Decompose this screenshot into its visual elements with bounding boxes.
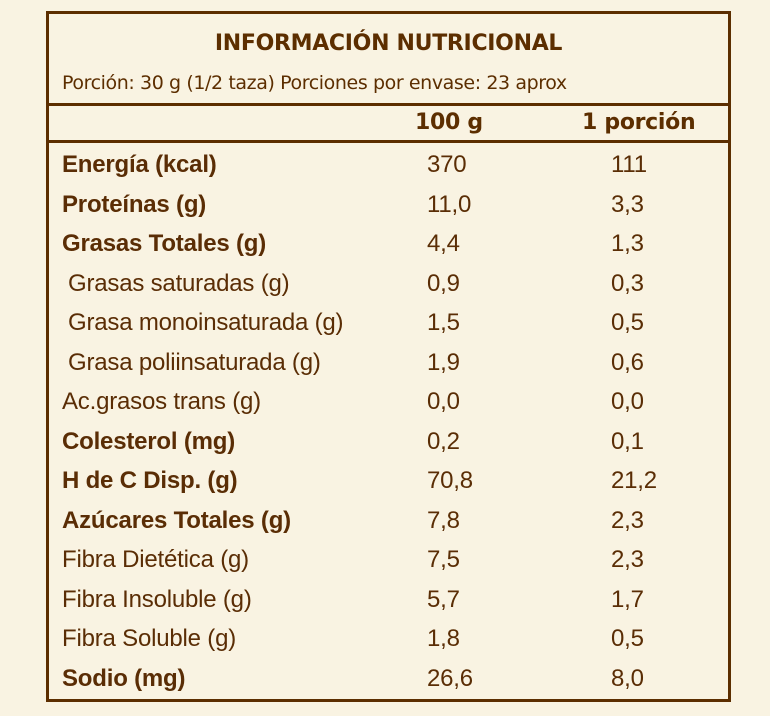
- table-row: Grasas Totales (g) 4,4 1,3: [49, 225, 728, 265]
- nutrient-name: Grasas Totales (g): [62, 230, 267, 257]
- value-per-serving: 111: [611, 151, 647, 178]
- table-row: Fibra Dietética (g) 7,5 2,3: [49, 541, 728, 581]
- column-header-100g: 100 g: [415, 110, 483, 135]
- nutrient-name: Ac.grasos trans (g): [62, 388, 261, 415]
- value-per-serving: 8,0: [611, 664, 644, 692]
- nutrient-name: Grasa monoinsaturada (g): [68, 309, 344, 336]
- value-per-serving: 0,6: [611, 348, 644, 376]
- value-per-serving: 1,7: [611, 585, 644, 613]
- value-per-serving: 2,3: [611, 506, 644, 534]
- value-per-serving: 0,5: [611, 309, 644, 336]
- value-per-serving: 1,3: [611, 230, 644, 257]
- table-row: Grasas saturadas (g) 0,9 0,3: [49, 265, 728, 305]
- value-per-100g: 26,6: [427, 664, 473, 692]
- nutrient-name: Grasa poliinsaturada (g): [68, 348, 321, 376]
- value-per-serving: 0,0: [611, 388, 644, 415]
- nutrient-name: Proteínas (g): [62, 190, 207, 218]
- nutrient-name: Colesterol (mg): [62, 427, 236, 455]
- nutrient-name: Grasas saturadas (g): [68, 269, 290, 297]
- table-row: Fibra Soluble (g) 1,8 0,5: [49, 620, 728, 660]
- value-per-serving: 2,3: [611, 546, 644, 573]
- table-row: Colesterol (mg) 0,2 0,1: [49, 423, 728, 463]
- value-per-100g: 0,9: [427, 269, 460, 297]
- nutrient-name: Sodio (mg): [62, 664, 186, 692]
- nutrient-table: Energía (kcal) 370 111 Proteínas (g) 11,0 3,3…: [49, 146, 728, 699]
- label-title: INFORMACIÓN NUTRICIONAL: [214, 31, 563, 56]
- value-per-100g: 1,8: [427, 625, 460, 652]
- nutrition-facts-label: INFORMACIÓN NUTRICIONAL Porción: 30 g (1…: [46, 11, 731, 702]
- divider: [49, 140, 728, 143]
- value-per-100g: 0,2: [427, 427, 460, 455]
- nutrient-name: H de C Disp. (g): [62, 467, 238, 494]
- value-per-100g: 370: [427, 151, 467, 178]
- table-row: Ac.grasos trans (g) 0,0 0,0: [49, 383, 728, 423]
- nutrient-name: Azúcares Totales (g): [62, 506, 291, 534]
- table-row: Sodio (mg) 26,6 8,0: [49, 660, 728, 700]
- value-per-100g: 1,5: [427, 309, 460, 336]
- table-row: Azúcares Totales (g) 7,8 2,3: [49, 502, 728, 542]
- column-header-per-serving: 1 porción: [582, 110, 696, 135]
- value-per-100g: 5,7: [427, 585, 460, 613]
- value-per-100g: 0,0: [427, 388, 460, 415]
- nutrient-name: Fibra Soluble (g): [62, 625, 237, 652]
- value-per-serving: 0,1: [611, 427, 644, 455]
- nutrient-name: Fibra Dietética (g): [62, 546, 249, 573]
- nutrient-name: Fibra Insoluble (g): [62, 585, 252, 613]
- value-per-100g: 11,0: [427, 190, 472, 218]
- value-per-serving: 0,5: [611, 625, 644, 652]
- value-per-serving: 0,3: [611, 269, 644, 297]
- value-per-100g: 1,9: [427, 348, 460, 376]
- table-row: H de C Disp. (g) 70,8 21,2: [49, 462, 728, 502]
- table-row: Energía (kcal) 370 111: [49, 146, 728, 186]
- table-row: Grasa poliinsaturada (g) 1,9 0,6: [49, 344, 728, 384]
- value-per-100g: 70,8: [427, 467, 473, 494]
- table-row: Proteínas (g) 11,0 3,3: [49, 186, 728, 226]
- value-per-100g: 7,5: [427, 546, 460, 573]
- value-per-100g: 4,4: [427, 230, 460, 257]
- serving-info: Porción: 30 g (1/2 taza) Porciones por e…: [62, 72, 567, 94]
- value-per-serving: 21,2: [611, 467, 657, 494]
- value-per-100g: 7,8: [427, 506, 460, 534]
- nutrient-name: Energía (kcal): [62, 151, 217, 178]
- table-row: Grasa monoinsaturada (g) 1,5 0,5: [49, 304, 728, 344]
- table-row: Fibra Insoluble (g) 5,7 1,7: [49, 581, 728, 621]
- value-per-serving: 3,3: [611, 190, 644, 218]
- divider: [49, 103, 728, 106]
